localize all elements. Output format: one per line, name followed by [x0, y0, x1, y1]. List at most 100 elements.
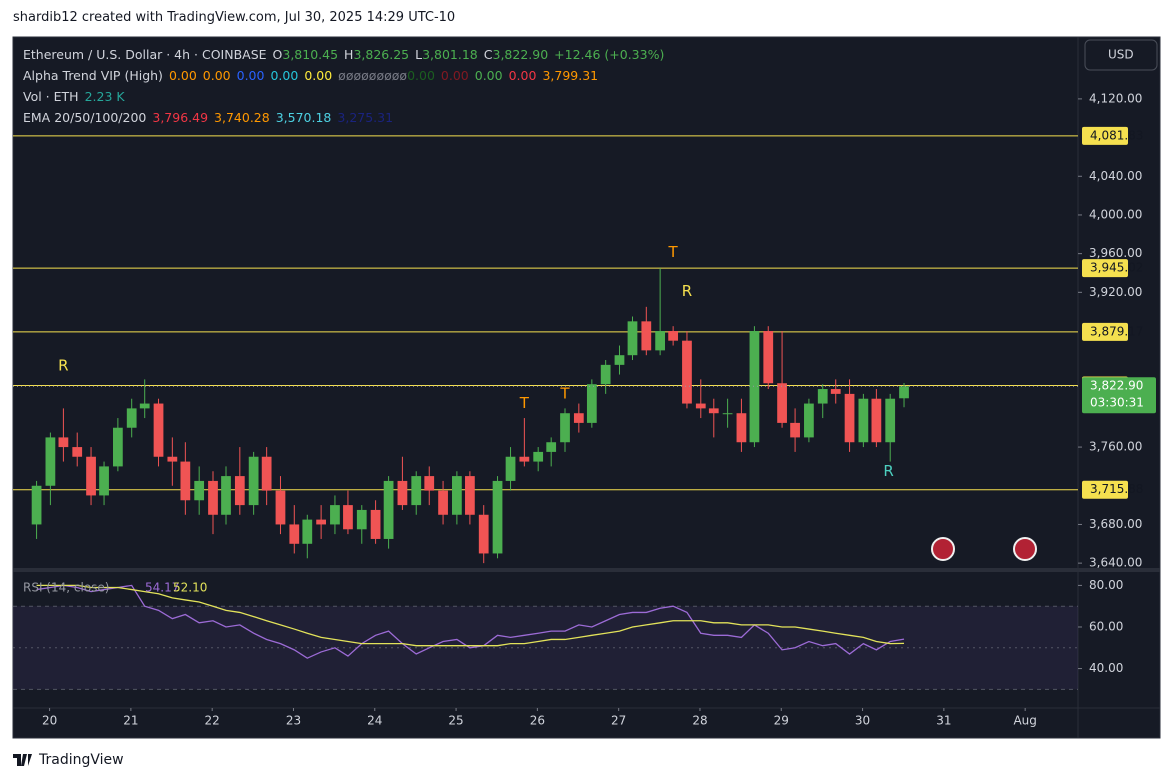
event-icon[interactable] — [931, 537, 955, 561]
x-tick-label: 28 — [692, 714, 707, 728]
legend-value: 0.00 — [304, 68, 333, 83]
candle-body — [492, 480, 503, 554]
legend-value: 0.00 — [508, 68, 537, 83]
legend-name: Alpha Trend VIP (High) — [23, 68, 163, 83]
header-text: shardib12 created with TradingView.com, … — [13, 10, 456, 25]
legend-value: 3,796.49 — [152, 110, 209, 125]
candle-body — [58, 437, 69, 448]
legend-name: Ethereum / U.S. Dollar · 4h · COINBASE — [23, 47, 267, 62]
legend-value: 3,570.18 — [275, 110, 332, 125]
level-label-box — [1082, 480, 1128, 499]
x-tick-label: 24 — [367, 714, 382, 728]
rsi-line — [36, 584, 905, 647]
candle-body — [139, 403, 150, 409]
candle-body — [343, 505, 353, 530]
level-label: 4,081.83 — [1090, 128, 1143, 142]
candle-body — [668, 331, 679, 341]
rsi-band — [13, 606, 1078, 690]
candle-body — [153, 403, 164, 457]
candle-body — [546, 442, 557, 452]
legend-value: 0.00 — [474, 68, 503, 83]
candle-body — [586, 384, 597, 423]
x-tick-label: 25 — [448, 714, 463, 728]
legend-value: 0.00 — [236, 68, 265, 83]
candle-body — [31, 485, 42, 525]
y-tick-label: 4,040.00 — [1089, 169, 1142, 183]
candle-body — [505, 456, 516, 481]
candle-body — [330, 505, 340, 525]
legend-value: 3,799.31 — [542, 68, 599, 83]
candle-body — [126, 408, 137, 428]
x-tick-label: 20 — [42, 714, 57, 728]
level-label-box — [1082, 259, 1128, 278]
legend-value: 3,826.25 — [353, 47, 410, 62]
legend-value: ø — [368, 68, 377, 83]
y-tick-label: 3,640.00 — [1089, 556, 1142, 570]
legend-value: O — [272, 47, 283, 62]
legend-value: 3,810.45 — [282, 47, 339, 62]
currency-button[interactable] — [1084, 39, 1158, 71]
x-tick-label: 26 — [530, 714, 545, 728]
candle-body — [899, 386, 909, 399]
legend-value: ø — [376, 68, 385, 83]
footer: TradingView — [13, 752, 124, 768]
candle-body — [885, 398, 896, 443]
legend-value: 3,275.31 — [337, 110, 394, 125]
annotation: R — [682, 282, 692, 300]
candle-body — [695, 403, 706, 409]
annotation: T — [559, 384, 570, 402]
legend-value: ø — [361, 68, 369, 83]
rsi-value: 54.17 — [145, 581, 179, 595]
legend-value: ø — [353, 68, 362, 83]
candle-body — [830, 389, 841, 394]
candle-body — [275, 490, 286, 525]
legend-value: 3,801.18 — [422, 47, 478, 62]
annotation: T — [668, 243, 679, 261]
legend-row: Vol · ETH 2.23 K — [23, 86, 664, 107]
level-label: 3,879.17 — [1090, 324, 1143, 338]
legend-row: Ethereum / U.S. Dollar · 4h · COINBASE O3… — [23, 44, 664, 65]
candle-body — [763, 331, 774, 384]
rsi-line — [36, 584, 905, 659]
brand: TradingView — [39, 752, 124, 768]
countdown: 03:30:31 — [1090, 396, 1144, 410]
legend-value: 0.00 — [440, 68, 469, 83]
candle-body — [261, 456, 272, 491]
candle-body — [356, 509, 367, 530]
candle-body — [302, 519, 313, 544]
candle-body — [817, 389, 828, 404]
y-tick-label: 3,960.00 — [1089, 246, 1142, 260]
candle-body — [573, 413, 584, 423]
y-tick-label: 3,680.00 — [1089, 517, 1142, 531]
candle-body — [627, 321, 638, 356]
candle-body — [221, 476, 231, 515]
legend-value: +12.46 (+0.33%) — [554, 47, 665, 62]
y-tick-label: 3,760.00 — [1089, 440, 1142, 454]
candle-body — [167, 456, 178, 462]
candle-body — [736, 413, 747, 443]
legend-name: Vol · ETH — [23, 89, 79, 104]
x-tick-label: 27 — [611, 714, 626, 728]
candle-body — [871, 398, 882, 443]
candle-body — [722, 413, 733, 415]
legend-value: 0.00 — [270, 68, 299, 83]
legend-value: L — [415, 47, 423, 62]
chart-background — [12, 36, 1161, 739]
candle-body — [708, 408, 719, 414]
candle-body — [533, 451, 544, 462]
candle-body — [655, 331, 666, 351]
level-label-box — [1082, 126, 1128, 145]
legend-value: ø — [345, 68, 354, 83]
legend-value: C — [483, 47, 493, 62]
candle-body — [614, 355, 625, 365]
candle-body — [86, 456, 96, 496]
y-tick-label: 4,000.00 — [1089, 207, 1142, 221]
rsi-title: RSI (14, close) — [23, 581, 109, 595]
x-tick-label: 22 — [205, 714, 220, 728]
candle-body — [234, 476, 245, 506]
rsi-y-tick-label: 80.00 — [1089, 578, 1123, 592]
event-icon[interactable] — [1013, 537, 1037, 561]
candle-body — [858, 398, 869, 443]
